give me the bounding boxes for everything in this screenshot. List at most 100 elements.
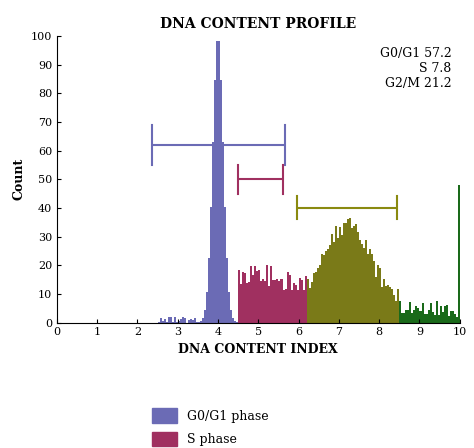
Bar xyxy=(204,310,206,323)
Bar xyxy=(313,273,315,323)
Bar xyxy=(381,287,383,323)
Bar xyxy=(291,290,292,323)
Bar xyxy=(331,234,333,323)
Bar xyxy=(305,276,307,323)
Bar xyxy=(218,41,220,323)
Bar xyxy=(160,319,162,323)
Bar xyxy=(347,219,349,323)
Bar xyxy=(244,322,246,323)
Bar xyxy=(359,240,361,323)
Bar xyxy=(345,223,347,323)
Bar xyxy=(436,301,438,323)
Bar xyxy=(369,249,371,323)
Bar xyxy=(411,313,413,323)
Bar xyxy=(273,280,274,323)
Bar xyxy=(392,289,393,323)
Bar xyxy=(450,311,452,323)
Bar xyxy=(329,245,331,323)
Bar xyxy=(413,310,415,323)
Bar xyxy=(439,306,442,323)
Bar xyxy=(375,277,377,323)
Bar xyxy=(281,279,283,323)
Bar xyxy=(403,313,405,323)
Bar xyxy=(423,314,426,323)
Bar xyxy=(434,315,436,323)
Bar xyxy=(415,306,418,323)
Bar xyxy=(263,280,264,323)
Title: DNA CONTENT PROFILE: DNA CONTENT PROFILE xyxy=(160,17,356,30)
Bar xyxy=(357,232,359,323)
Bar xyxy=(309,288,311,323)
Bar xyxy=(294,285,297,323)
Bar xyxy=(351,228,353,323)
Bar xyxy=(284,289,286,323)
Bar xyxy=(379,268,381,323)
Bar xyxy=(373,261,375,323)
Bar xyxy=(176,322,178,323)
Bar xyxy=(289,275,291,323)
Bar xyxy=(410,302,411,323)
Bar xyxy=(266,265,268,323)
Bar xyxy=(194,318,196,323)
Bar xyxy=(260,280,263,323)
Bar xyxy=(173,317,176,323)
Bar xyxy=(447,316,450,323)
Bar xyxy=(343,223,345,323)
Bar xyxy=(315,272,317,323)
Bar xyxy=(283,290,284,323)
Bar xyxy=(279,281,281,323)
Bar xyxy=(178,321,180,323)
Bar xyxy=(444,306,446,323)
Bar xyxy=(212,142,214,323)
Bar xyxy=(214,80,216,323)
Bar xyxy=(256,271,258,323)
Bar xyxy=(254,267,256,323)
Bar xyxy=(418,308,419,323)
Bar xyxy=(389,287,392,323)
Bar xyxy=(421,303,424,323)
Bar xyxy=(246,283,248,323)
Bar xyxy=(454,314,456,323)
Bar xyxy=(240,284,242,323)
Bar xyxy=(232,318,234,323)
Bar xyxy=(341,235,343,323)
Bar xyxy=(244,273,246,323)
Bar xyxy=(184,318,186,323)
Bar xyxy=(426,314,428,323)
Bar xyxy=(397,289,400,323)
Bar xyxy=(317,268,319,323)
Bar xyxy=(299,277,301,323)
Bar xyxy=(157,322,160,323)
X-axis label: DNA CONTENT INDEX: DNA CONTENT INDEX xyxy=(178,343,338,356)
Bar xyxy=(276,279,279,323)
Bar xyxy=(393,295,395,323)
Bar xyxy=(361,244,363,323)
Bar xyxy=(196,322,198,323)
Bar xyxy=(307,279,309,323)
Bar xyxy=(371,254,373,323)
Bar xyxy=(230,310,232,323)
Bar xyxy=(311,282,313,323)
Bar xyxy=(268,286,270,323)
Bar xyxy=(208,258,210,323)
Bar xyxy=(401,314,403,323)
Y-axis label: Count: Count xyxy=(12,158,25,200)
Bar xyxy=(395,301,397,323)
Bar xyxy=(323,254,325,323)
Bar xyxy=(301,280,302,323)
Bar xyxy=(286,272,289,323)
Bar xyxy=(458,185,460,323)
Bar xyxy=(321,254,323,323)
Bar xyxy=(405,310,408,323)
Bar xyxy=(431,312,434,323)
Bar xyxy=(164,319,166,323)
Bar xyxy=(238,270,240,323)
Bar xyxy=(446,306,447,323)
Bar xyxy=(248,319,250,323)
Bar xyxy=(210,207,212,323)
Bar xyxy=(250,266,252,323)
Bar xyxy=(264,281,266,323)
Bar xyxy=(349,218,351,323)
Bar xyxy=(429,303,432,323)
Bar xyxy=(228,292,230,323)
